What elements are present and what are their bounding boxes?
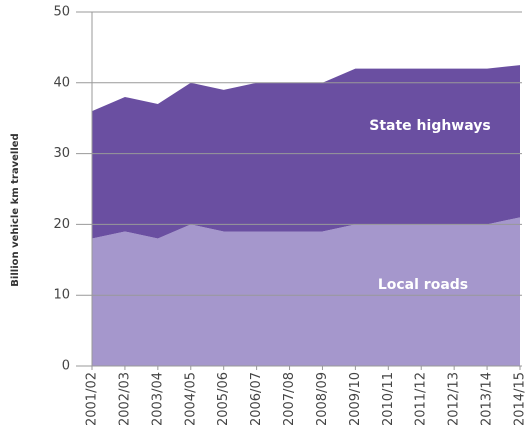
area xyxy=(92,65,520,239)
x-tick-label: 2013/14 xyxy=(480,372,495,426)
y-tick-label: 20 xyxy=(53,217,70,232)
x-tick-label: 2010/11 xyxy=(381,372,396,426)
y-tick-label: 40 xyxy=(53,75,70,90)
x-tick-label: 2007/08 xyxy=(282,372,297,426)
x-tick-label: 2011/12 xyxy=(414,372,429,426)
series-label: State highways xyxy=(369,118,490,134)
x-tick-label: 2012/13 xyxy=(447,372,462,426)
x-tick-label: 2009/10 xyxy=(348,372,363,426)
x-tick-label: 2004/05 xyxy=(183,372,198,426)
x-tick-label: 2003/04 xyxy=(150,372,165,426)
series-label: Local roads xyxy=(378,277,468,293)
x-tick-label: 2001/02 xyxy=(85,372,100,426)
y-axis-label: Billion vehicle km travelled xyxy=(10,133,21,286)
area xyxy=(92,217,520,366)
x-tick-label: 2014/15 xyxy=(513,372,525,426)
y-tick-label: 30 xyxy=(53,146,70,161)
x-tick-label: 2008/09 xyxy=(315,372,330,426)
x-tick-label: 2006/07 xyxy=(249,372,264,426)
y-tick-label: 10 xyxy=(53,288,70,303)
x-tick-label: 2005/06 xyxy=(216,372,231,426)
y-tick-label: 50 xyxy=(53,5,70,20)
y-tick-label: 0 xyxy=(62,359,70,374)
x-tick-label: 2002/03 xyxy=(117,372,132,426)
